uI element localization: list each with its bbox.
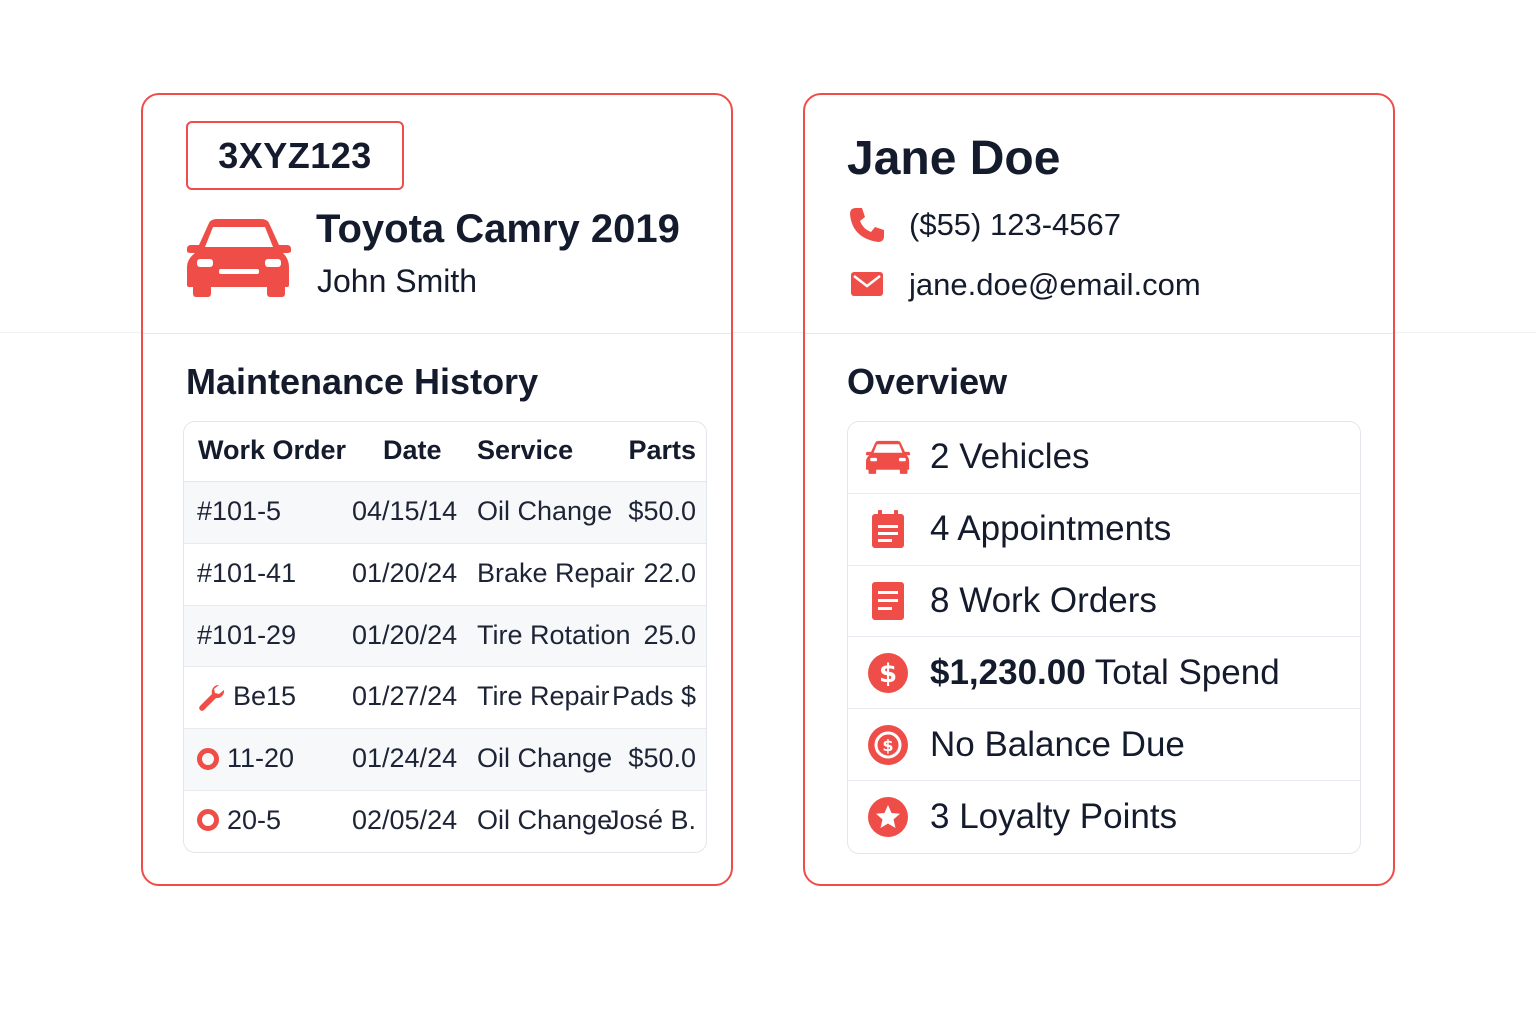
column-header-service[interactable]: Service — [477, 435, 574, 465]
ring-icon — [197, 809, 219, 832]
overview-item-label: 8 Work Orders — [930, 580, 1157, 620]
vehicle-card: 3XYZ123 Toyota Camry 2019 John Smith Mai… — [141, 93, 733, 886]
date-cell: 02/05/24 — [352, 804, 458, 835]
overview-item-label: $1,230.00 Total Spend — [930, 653, 1280, 693]
date-cell: 04/15/14 — [352, 496, 458, 526]
table-row[interactable]: Be15 01/27/24 Tire Repair Pads $ — [184, 667, 706, 730]
parts-cell: 22.0 — [643, 557, 696, 588]
maintenance-table: Work Order Date Service Parts #101-5 04/… — [183, 421, 707, 853]
service-cell: Tire Repair — [477, 681, 610, 712]
svg-text:$: $ — [882, 736, 893, 755]
overview-item-loyalty[interactable]: 3 Loyalty Points — [848, 781, 1360, 853]
overview-list: 2 Vehicles 4 Appointments — [847, 421, 1361, 854]
work-order-cell: #101-5 — [197, 496, 282, 526]
table-row[interactable]: #101-41 01/20/24 Brake Repair 22.0 — [184, 544, 706, 606]
ring-icon — [197, 747, 219, 770]
date-cell: 01/20/24 — [352, 557, 458, 588]
customer-card: Jane Doe ($55) 123-4567 jane.doe@email.c… — [803, 93, 1395, 886]
overview-item-work-orders[interactable]: 8 Work Orders — [848, 566, 1360, 638]
email-row[interactable]: jane.doe@email.com — [847, 265, 1201, 305]
overview-title: Overview — [847, 361, 1008, 402]
license-plate: 3XYZ123 — [186, 121, 404, 190]
service-cell: Oil Change — [477, 743, 613, 774]
overview-item-label: 2 Vehicles — [930, 437, 1090, 477]
email-address[interactable]: jane.doe@email.com — [909, 267, 1201, 302]
overview-item-label: 3 Loyalty Points — [930, 796, 1178, 836]
date-cell: 01/27/24 — [352, 681, 458, 712]
overview-item-balance[interactable]: $ No Balance Due — [848, 709, 1360, 781]
balance-icon: $ — [866, 723, 910, 767]
work-order-cell: #101-41 — [197, 557, 297, 588]
column-header-date[interactable]: Date — [383, 435, 442, 465]
overview-item-appointments[interactable]: 4 Appointments — [848, 494, 1360, 566]
owner-name: John Smith — [317, 263, 478, 299]
date-cell: 01/20/24 — [352, 619, 458, 650]
star-icon — [866, 795, 910, 839]
column-header-work-order[interactable]: Work Order — [198, 435, 347, 465]
background-separator — [0, 332, 1536, 333]
service-cell: Oil Change — [477, 804, 613, 835]
customer-name: Jane Doe — [847, 132, 1061, 185]
work-order-cell: 11-20 — [197, 743, 294, 774]
work-order-text: Be15 — [233, 681, 297, 712]
table-row[interactable]: #101-5 04/15/14 Oil Change $50.0 — [184, 482, 706, 544]
card-divider — [143, 333, 731, 334]
dollar-icon: $ — [866, 651, 910, 695]
date-cell: 01/24/24 — [352, 743, 458, 774]
phone-icon — [847, 205, 887, 245]
svg-text:$: $ — [879, 659, 897, 689]
table-row[interactable]: 11-20 01/24/24 Oil Change $50.0 — [184, 729, 706, 791]
total-spend-label: Total Spend — [1085, 652, 1280, 692]
work-order-cell: Be15 — [197, 681, 296, 712]
phone-number[interactable]: ($55) 123-4567 — [909, 207, 1121, 242]
table-row[interactable]: #101-29 01/20/24 Tire Rotation 25.0 — [184, 605, 706, 668]
maintenance-history-title: Maintenance History — [186, 361, 539, 402]
document-icon — [866, 579, 910, 623]
table-row[interactable]: 20-5 02/05/24 Oil Change José B. — [184, 791, 706, 852]
mail-icon — [847, 265, 887, 305]
total-spend-amount: $1,230.00 — [930, 652, 1086, 692]
work-order-text: 11-20 — [227, 743, 295, 774]
vehicle-title: Toyota Camry 2019 — [316, 207, 680, 251]
parts-cell: Pads $ — [611, 681, 696, 712]
service-cell: Brake Repair — [477, 557, 635, 588]
car-icon — [187, 219, 291, 297]
overview-item-vehicles[interactable]: 2 Vehicles — [848, 422, 1360, 494]
parts-cell: $50.0 — [628, 743, 696, 774]
parts-cell: $50.0 — [628, 496, 696, 526]
card-divider — [805, 333, 1393, 334]
service-cell: Oil Change — [477, 496, 613, 526]
work-order-cell: #101-29 — [197, 619, 297, 650]
work-order-text: 20-5 — [227, 804, 282, 835]
overview-item-label: 4 Appointments — [930, 509, 1172, 549]
car-icon — [866, 435, 910, 479]
column-header-parts[interactable]: Parts — [628, 435, 696, 465]
overview-item-label: No Balance Due — [930, 724, 1185, 764]
parts-cell: José B. — [605, 804, 696, 835]
table-header: Work Order Date Service Parts — [184, 422, 706, 482]
overview-item-total-spend[interactable]: $ $1,230.00 Total Spend — [848, 637, 1360, 710]
wrench-icon — [199, 684, 225, 711]
parts-cell: 25.0 — [643, 619, 696, 650]
service-cell: Tire Rotation — [477, 619, 631, 650]
calendar-icon — [866, 507, 910, 551]
work-order-cell: 20-5 — [197, 805, 281, 836]
phone-row[interactable]: ($55) 123-4567 — [847, 205, 1121, 245]
